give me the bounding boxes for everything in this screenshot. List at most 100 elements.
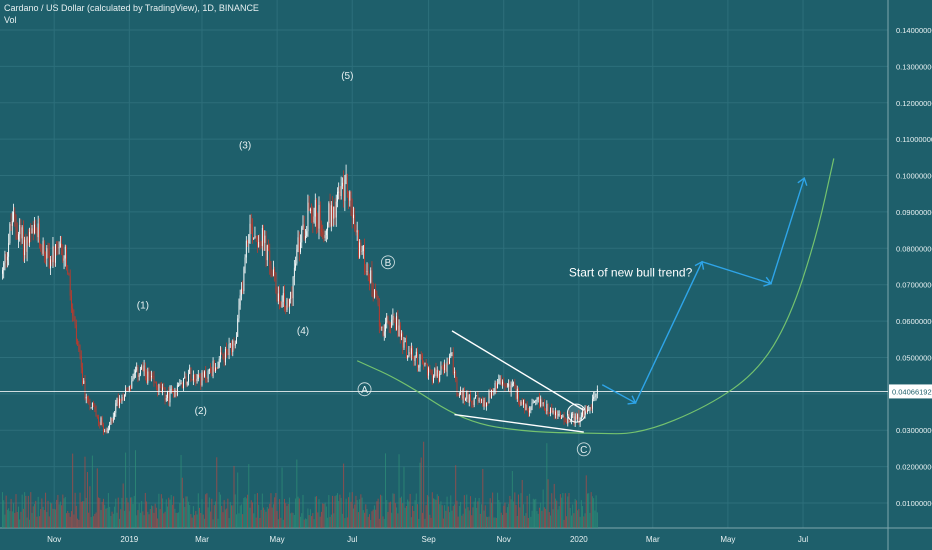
candle-body <box>578 414 580 423</box>
candle-body <box>526 405 528 411</box>
volume-bar <box>115 498 117 528</box>
volume-bar <box>254 494 256 528</box>
candle-body <box>462 389 464 399</box>
candle-body <box>244 257 246 269</box>
candle-body <box>574 416 576 424</box>
candle-body <box>370 270 372 283</box>
volume-bar <box>338 501 340 528</box>
candle-body <box>201 372 203 386</box>
volume-bar <box>196 514 198 528</box>
candle-body <box>397 316 399 336</box>
volume-bar <box>524 515 526 528</box>
volume-bar <box>59 501 61 528</box>
candle-body <box>366 271 368 273</box>
volume-bar <box>357 512 359 528</box>
wave-label: (5) <box>341 71 353 82</box>
candle-body <box>407 356 409 359</box>
candle-body <box>344 179 346 201</box>
volume-bar <box>47 500 49 528</box>
volume-bar <box>187 501 189 528</box>
volume-bar <box>42 506 44 528</box>
volume-bar <box>14 512 16 528</box>
candle-body <box>535 399 537 402</box>
candle-body <box>155 381 157 388</box>
candle-body <box>263 227 264 243</box>
volume-bar <box>232 505 234 528</box>
candle-body <box>332 205 333 219</box>
volume-bar <box>164 511 166 528</box>
candle-body <box>93 402 95 408</box>
volume-bar <box>165 499 167 528</box>
volume-bar <box>218 492 220 528</box>
volume-bar <box>354 504 356 528</box>
candle-body <box>31 228 33 234</box>
volume-bar <box>85 497 87 528</box>
candle-body <box>272 269 274 276</box>
candle-body <box>78 344 80 350</box>
y-tick-label: 0.14000000 <box>896 26 932 35</box>
candle-body <box>221 352 223 355</box>
candle-body <box>110 417 112 425</box>
volume-bar <box>456 500 458 528</box>
volume-bar <box>421 512 423 528</box>
candle-body <box>525 405 527 410</box>
volume-bar <box>545 508 547 528</box>
volume-bar <box>287 504 289 528</box>
volume-bar <box>275 492 277 528</box>
candle-body <box>524 399 526 410</box>
y-tick-label: 0.10000000 <box>896 172 932 181</box>
volume-bar <box>95 512 97 528</box>
volume-bar <box>586 493 588 528</box>
volume-bar <box>341 513 343 528</box>
volume-bar <box>173 496 175 528</box>
volume-bar <box>227 498 229 528</box>
volume-bar <box>234 494 236 528</box>
volume-bar <box>89 486 91 528</box>
volume-bar <box>17 506 19 528</box>
candle-body <box>62 245 64 261</box>
volume-bar <box>121 497 123 528</box>
candle-body <box>329 203 331 227</box>
candle-body <box>575 416 577 419</box>
volume-bar <box>206 493 208 528</box>
candle-body <box>486 402 487 407</box>
volume-bar <box>467 507 469 528</box>
candle-body <box>51 259 53 263</box>
candle-body <box>551 407 553 413</box>
volume-bar <box>201 499 203 528</box>
volume-bar <box>522 504 524 528</box>
volume-bar <box>440 501 442 528</box>
volume-bar <box>37 496 39 528</box>
candle-body <box>254 235 256 239</box>
candle-body <box>222 354 224 356</box>
volume-bar <box>465 508 467 528</box>
candle-body <box>165 397 167 401</box>
candle-body <box>147 371 149 383</box>
candle-body <box>373 290 375 298</box>
volume-bar <box>98 497 100 528</box>
volume-bar <box>79 492 81 528</box>
x-tick-label: Mar <box>646 535 660 544</box>
volume-bar <box>569 507 571 528</box>
volume-bar <box>123 510 125 528</box>
candle-body <box>465 398 466 401</box>
candle-body <box>420 354 422 356</box>
candle-body <box>234 343 236 346</box>
candle-body <box>200 376 202 386</box>
volume-bar <box>433 498 435 528</box>
candle-body <box>450 352 452 357</box>
candle-body <box>319 205 321 226</box>
volume-bar <box>73 514 75 528</box>
volume-bar <box>314 496 316 528</box>
volume-bar <box>268 508 269 528</box>
candle-body <box>490 389 492 398</box>
volume-bar <box>284 498 285 528</box>
candle-body <box>199 374 200 377</box>
volume-bar <box>570 515 572 528</box>
volume-bar <box>317 512 319 528</box>
volume-bar <box>50 502 51 528</box>
candle-body <box>18 234 19 240</box>
candle-body <box>125 389 127 395</box>
volume-bar <box>386 499 388 528</box>
